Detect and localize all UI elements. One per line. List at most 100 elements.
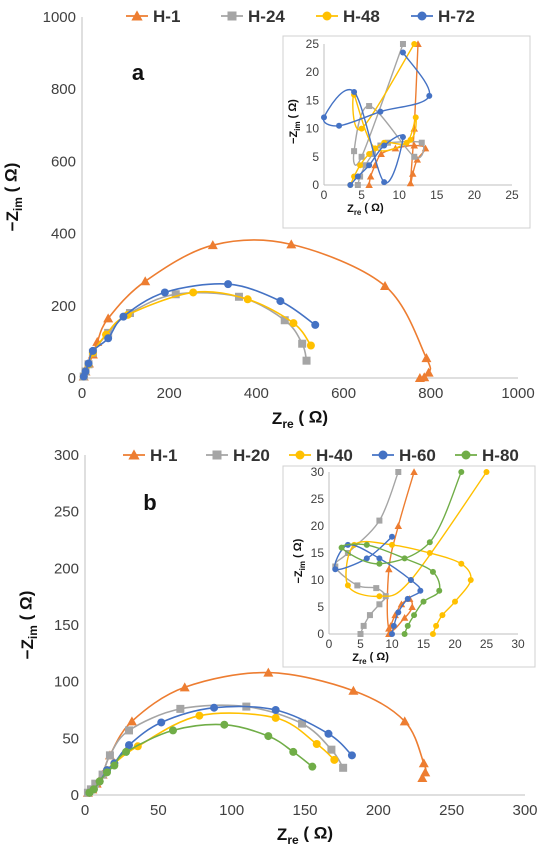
panel-a-point-h-48-9 bbox=[306, 341, 315, 350]
panel-b-inset-y-axis-label-sub: im bbox=[298, 561, 307, 570]
panel-b-label: b bbox=[143, 490, 156, 515]
panel-b-inset-point-h-80-9 bbox=[376, 560, 383, 567]
panel-a-y-axis-label-sub: im bbox=[11, 197, 25, 211]
panel-a-inset-point-h-72-7 bbox=[321, 114, 327, 121]
panel-b-point-h-80-2 bbox=[95, 777, 104, 786]
panel-a-inset-point-h-24-7 bbox=[411, 153, 418, 160]
panel-b-inset-point-h-1-7 bbox=[385, 624, 393, 632]
panel-b-y-tick-label-3: 150 bbox=[54, 617, 79, 634]
panel-b-point-h-1-7 bbox=[263, 667, 274, 677]
panel-a-y-axis-label: −Zim ( Ω) bbox=[1, 163, 25, 232]
panel-b-point-h-80-1 bbox=[89, 785, 98, 794]
panel-b-x-axis-label-unit: ( Ω) bbox=[299, 823, 333, 842]
panel-a-y-tick-label-4: 800 bbox=[51, 81, 76, 98]
panel-a-point-h-24-9 bbox=[298, 339, 307, 348]
panel-a-inset-x-axis-label-sub: re bbox=[354, 208, 362, 217]
panel-b-point-h-20-3 bbox=[98, 770, 107, 779]
panel-b-inset-point-h-60-5 bbox=[407, 577, 414, 583]
panel-a-inset-point-h-48-7 bbox=[407, 136, 414, 143]
panel-b: 0 50 100 150 200 250 300050100150200250300−Zim… bbox=[16, 446, 537, 847]
panel-b-inset-x-tick-label-6: 30 bbox=[511, 637, 525, 651]
panel-b-y-axis-label-sub: im bbox=[26, 625, 40, 639]
panel-a-inset-y-tick-label-5: 25 bbox=[306, 37, 320, 51]
panel-b-inset-y-tick-label-6: 30 bbox=[311, 465, 325, 479]
panel-b-point-h-80-5 bbox=[122, 747, 131, 756]
panel-b-point-h-1-6 bbox=[179, 682, 190, 692]
panel-a-inset-point-h-24-9 bbox=[351, 148, 358, 155]
panel-a-inset-point-h-72-3 bbox=[381, 142, 388, 149]
panel-a-y-axis-label-unit: ( Ω) bbox=[1, 163, 20, 197]
panel-a-inset-y-axis-label: −Zim ( Ω) bbox=[287, 99, 302, 144]
panel-b-inset-point-h-60-0 bbox=[389, 631, 395, 637]
panel-a-point-h-1-10 bbox=[421, 353, 432, 363]
panel-b-legend-label-h-60: H-60 bbox=[399, 446, 436, 465]
panel-b-inset-x-axis-label-unit: ( Ω) bbox=[367, 651, 390, 663]
panel-a-point-h-1-9 bbox=[380, 280, 391, 290]
panel-b-legend-label-h-1: H-1 bbox=[150, 446, 177, 465]
panel-a-inset-y-tick-label-4: 20 bbox=[306, 65, 320, 79]
panel-b-inset-y-axis-label: −Zim ( Ω) bbox=[292, 538, 307, 583]
panel-b-legend-marker-h-1 bbox=[128, 449, 140, 460]
panel-b-point-h-80-4 bbox=[110, 761, 119, 770]
panel-b-inset-point-h-80-3 bbox=[420, 598, 427, 605]
panel-b-inset-point-h-20-9 bbox=[376, 517, 383, 524]
panel-b-point-h-20-6 bbox=[176, 704, 185, 713]
panel-a-inset-x-tick-label-3: 15 bbox=[430, 188, 444, 202]
panel-b-inset-point-h-80-0 bbox=[401, 631, 408, 637]
panel-b-inset-point-h-60-4 bbox=[417, 587, 424, 594]
panel-a-inset-x-tick-label-5: 25 bbox=[505, 188, 519, 202]
panel-b-inset-point-h-40-1 bbox=[433, 622, 440, 629]
panel-a-inset-x-tick-label-4: 20 bbox=[468, 188, 482, 202]
panel-b-inset-point-h-20-6 bbox=[354, 582, 361, 589]
panel-b-point-h-80-8 bbox=[264, 732, 273, 741]
panel-b-x-tick-label-6: 300 bbox=[512, 802, 537, 819]
panel-b-legend-marker-h-40 bbox=[295, 450, 305, 460]
panel-b-inset-y-axis-label-unit: ( Ω) bbox=[292, 538, 304, 561]
panel-b-legend-item-h-1: H-1 bbox=[123, 446, 177, 465]
panel-b-point-h-1-10 bbox=[418, 758, 429, 768]
panel-a-inset-point-h-24-2 bbox=[362, 162, 369, 169]
panel-b-point-h-1-9 bbox=[399, 716, 410, 726]
panel-a-point-h-1-7 bbox=[207, 240, 218, 250]
panel-b-inset-x-axis-label-main: Z bbox=[352, 652, 359, 664]
panel-a-point-h-72-5 bbox=[119, 312, 128, 321]
panel-b-inset-point-h-1-3 bbox=[397, 600, 406, 608]
panel-b-x-axis-label-main: Z bbox=[277, 825, 287, 844]
panel-b-point-h-1-8 bbox=[348, 685, 359, 695]
panel-b-point-h-40-6 bbox=[195, 711, 204, 720]
panel-b-x-axis-label: Zre ( Ω) bbox=[277, 823, 333, 847]
panel-a-inset-x-tick-label-1: 5 bbox=[358, 188, 365, 202]
panel-a-legend-marker-h-48 bbox=[322, 11, 332, 21]
panel-a-point-h-1-13 bbox=[414, 373, 425, 382]
panel-b-inset-y-tick-label-4: 20 bbox=[311, 519, 325, 533]
panel-a-inset-point-h-48-3 bbox=[366, 150, 373, 157]
panel-b-inset-point-h-20-3 bbox=[376, 601, 383, 608]
panel-b-y-tick-label-6: 300 bbox=[54, 447, 79, 464]
panel-a-point-h-24-8 bbox=[280, 316, 289, 325]
panel-b-x-axis-label-sub: re bbox=[287, 833, 299, 847]
panel-a-inset-y-axis-label-main: −Z bbox=[288, 131, 300, 144]
panel-b-inset-point-h-40-6 bbox=[426, 550, 433, 556]
panel-a-inset-y-tick-label-1: 5 bbox=[312, 150, 319, 164]
panel-b-point-h-60-5 bbox=[125, 741, 133, 750]
panel-a-inset-point-h-72-11 bbox=[399, 49, 406, 56]
panel-a-y-tick-label-3: 600 bbox=[51, 153, 76, 170]
panel-a-legend-marker-h-72 bbox=[417, 11, 427, 21]
panel-b-inset-point-h-80-7 bbox=[363, 541, 370, 548]
panel-a-point-h-1-8 bbox=[286, 239, 297, 249]
panel-a-inset-x-axis-label-main: Z bbox=[347, 203, 354, 215]
panel-b-inset-point-h-80-6 bbox=[401, 555, 408, 562]
panel-b-inset-y-tick-label-5: 25 bbox=[311, 492, 325, 506]
panel-a-inset-y-axis-label-sub: im bbox=[293, 121, 302, 130]
panel-a-inset-point-h-24-0 bbox=[354, 182, 361, 188]
panel-b-y-tick-label-5: 250 bbox=[54, 504, 79, 521]
panel-b-inset-data bbox=[332, 468, 490, 637]
panel-a-inset-point-h-48-2 bbox=[357, 162, 364, 169]
panel-b-y-axis-label-main: −Z bbox=[18, 639, 37, 659]
panel-b-legend-marker-h-80 bbox=[461, 450, 471, 460]
panel-b-point-h-20-8 bbox=[298, 719, 307, 728]
panel-b-point-h-60-7 bbox=[210, 703, 219, 712]
panel-a-legend: H-1 H-24 H-48 H-72 bbox=[126, 7, 475, 26]
panel-a-x-axis-label-main: Z bbox=[272, 409, 282, 428]
panel-a-inset-point-h-1-0 bbox=[365, 181, 373, 188]
